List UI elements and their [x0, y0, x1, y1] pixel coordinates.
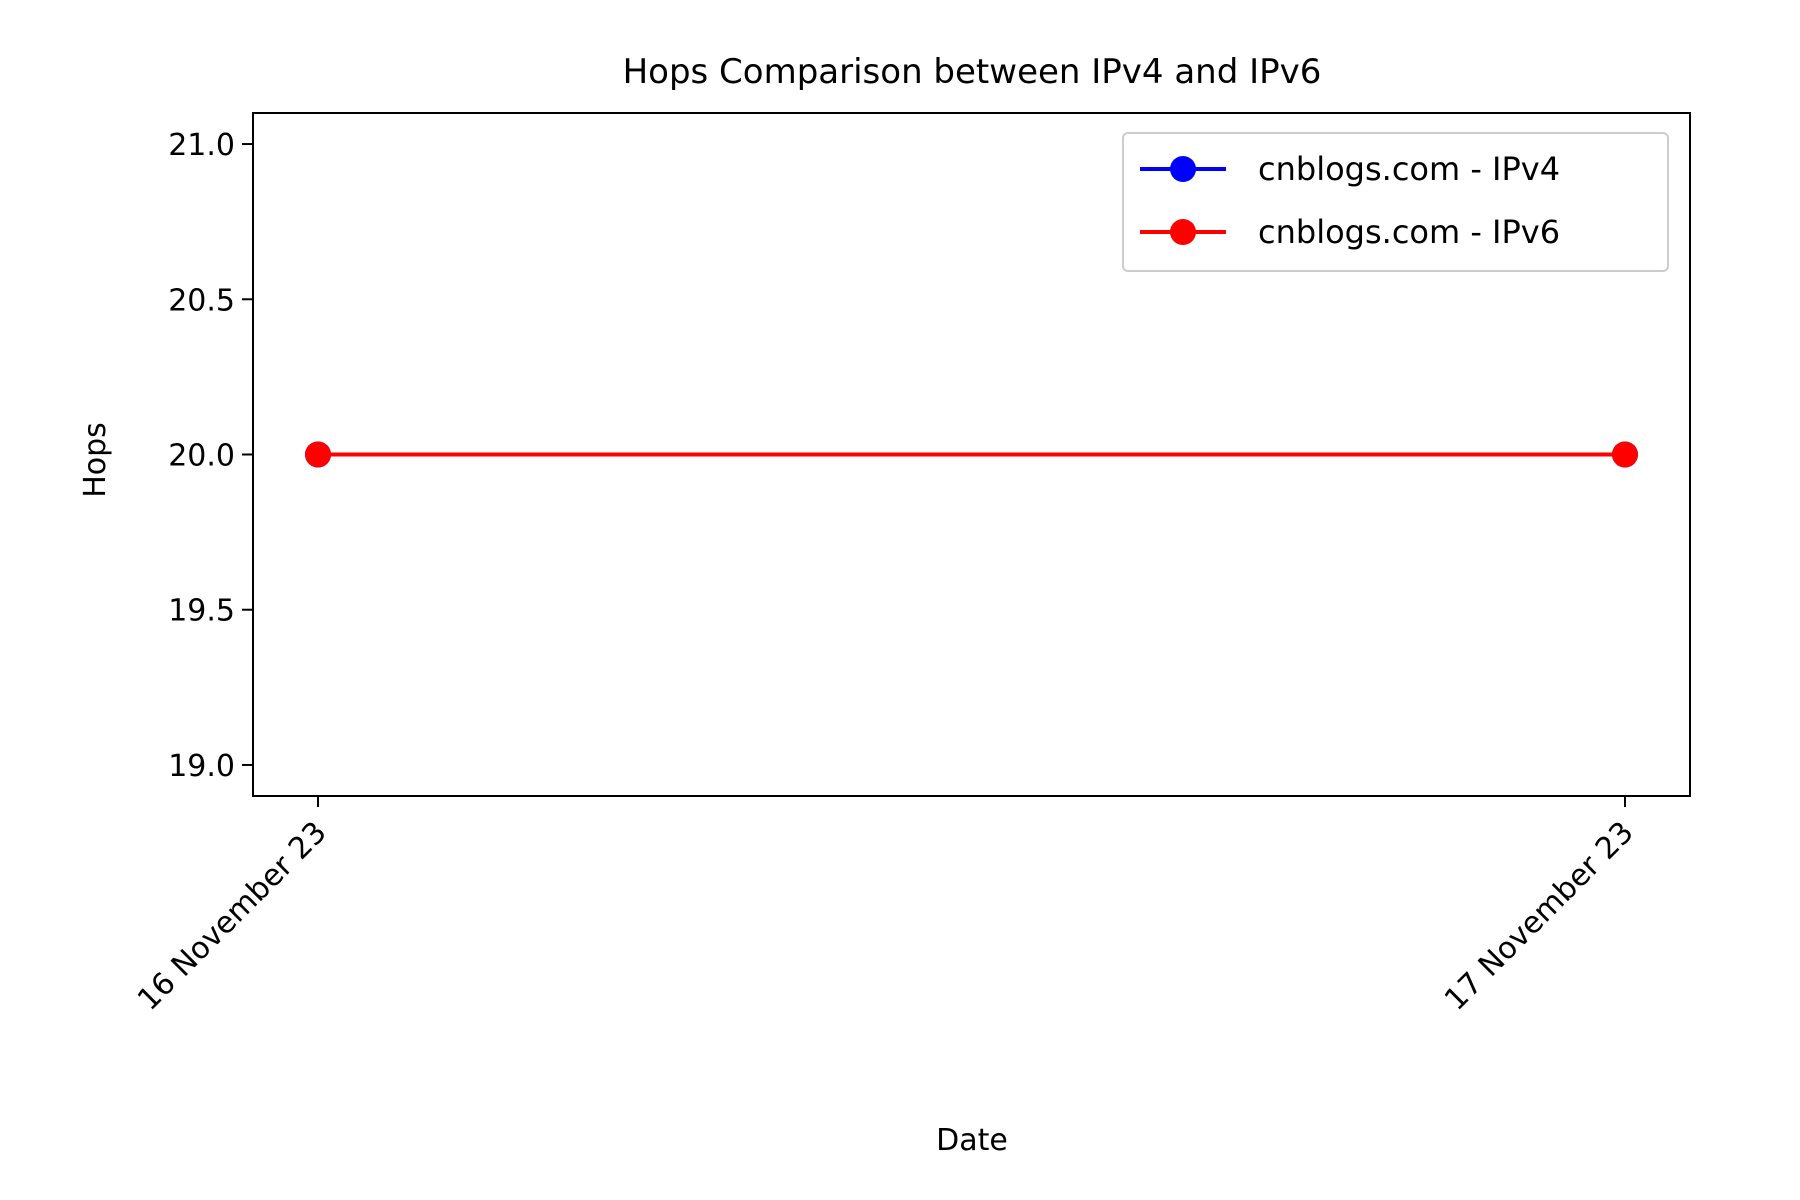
y-tick-label: 20.5: [168, 283, 235, 318]
chart-title: Hops Comparison between IPv4 and IPv6: [623, 52, 1322, 92]
y-axis: 19.0 19.5 20.0 20.5 21.0: [168, 128, 253, 784]
x-axis-label: Date: [936, 1123, 1008, 1158]
y-tick-label: 21.0: [168, 128, 235, 163]
legend-marker: [1170, 156, 1196, 182]
legend: cnblogs.com - IPv4 cnblogs.com - IPv6: [1122, 132, 1669, 272]
data-point: [1612, 441, 1638, 468]
y-tick-label: 19.5: [168, 594, 235, 629]
data-point: [305, 441, 331, 468]
legend-label: cnblogs.com - IPv6: [1258, 213, 1560, 251]
legend-label: cnblogs.com - IPv4: [1258, 150, 1560, 188]
y-tick-label: 19.0: [168, 749, 235, 784]
legend-box: [1122, 132, 1669, 272]
series-lines: [305, 441, 1638, 468]
y-tick-label: 20.0: [168, 439, 235, 474]
y-axis-label: Hops: [78, 422, 113, 498]
legend-marker: [1170, 219, 1196, 245]
